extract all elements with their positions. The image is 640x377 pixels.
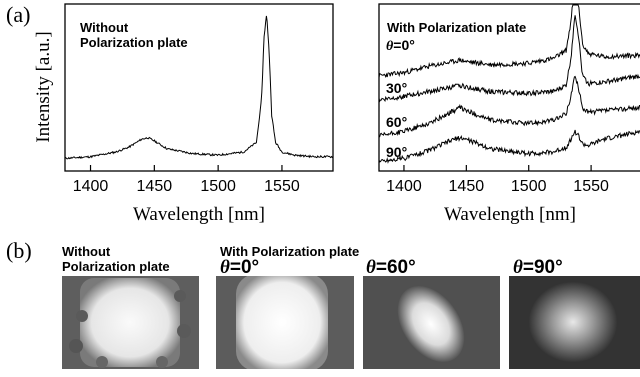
left-x-ticks: 1400 1450 1500 1550 — [73, 165, 300, 195]
series-line-1 — [378, 15, 640, 103]
theta-symbol: θ — [386, 39, 394, 54]
series-line-0 — [378, 4, 640, 79]
b-angle-90: θ=90° — [513, 257, 563, 279]
b-angle-0-value: =0° — [229, 257, 260, 278]
b-theta-symbol-60: θ — [366, 257, 376, 278]
left-series-group — [64, 15, 334, 160]
left-x-axis-title: Wavelength [nm] — [133, 204, 265, 225]
right-plot-frame — [378, 3, 640, 172]
series-line-3 — [378, 129, 640, 164]
near-field-image-90deg — [509, 276, 640, 369]
near-field-image-90deg-graphic — [509, 276, 640, 369]
near-field-image-no-polarizer — [62, 276, 199, 369]
x-tick-label-1500: 1500 — [200, 178, 236, 195]
x-tick-label-1450: 1450 — [137, 178, 173, 195]
b-without-line-1: Without — [62, 244, 111, 259]
b-theta-symbol-90: θ — [513, 257, 523, 278]
right-x-axis-title: Wavelength [nm] — [444, 204, 576, 225]
left-plot-frame — [64, 3, 334, 172]
near-field-image-60deg-graphic — [363, 276, 500, 369]
b-theta-symbol-0: θ — [220, 257, 230, 278]
left-annotation-line-1: Without — [80, 20, 129, 35]
series-label-30: 30° — [386, 80, 408, 96]
near-field-image-0deg-graphic — [216, 276, 354, 369]
x-tick-label-1500: 1500 — [511, 178, 547, 195]
left-annotation-line-2: Polarization plate — [80, 35, 188, 50]
series-label-theta-0: θ=0° — [386, 37, 415, 55]
near-field-image-60deg — [363, 276, 500, 369]
series-line-2 — [378, 75, 640, 138]
b-without-line-2: Polarization plate — [62, 259, 170, 274]
panel-a-label: (a) — [6, 2, 31, 27]
b-angle-60: θ=60° — [366, 257, 416, 279]
b-angle-90-value: =90° — [522, 257, 563, 278]
x-tick-label-1400: 1400 — [73, 178, 109, 195]
right-annotation: With Polarization plate — [387, 20, 527, 35]
series-label-60: 60° — [386, 114, 408, 130]
panel-b-label: (b) — [6, 238, 32, 263]
x-tick-label-1550: 1550 — [264, 178, 300, 195]
series-line-0 — [64, 15, 334, 160]
series-label-90: 90° — [386, 144, 408, 160]
x-tick-label-1400: 1400 — [386, 178, 422, 195]
x-tick-label-1550: 1550 — [573, 178, 609, 195]
near-field-image-no-polarizer-graphic — [62, 276, 199, 369]
b-without-label: Without Polarization plate — [62, 244, 170, 274]
right-series-group — [378, 4, 640, 164]
series-label-0-value: =0° — [393, 37, 415, 53]
x-tick-label-1450: 1450 — [449, 178, 485, 195]
b-with-label: With Polarization plate — [220, 244, 360, 259]
right-x-ticks: 1400 1450 1500 1550 — [386, 165, 609, 195]
left-annotation: Without Polarization plate — [80, 20, 188, 50]
near-field-image-0deg — [216, 276, 354, 369]
b-angle-60-value: =60° — [375, 257, 416, 278]
b-angle-0: θ=0° — [220, 257, 259, 279]
